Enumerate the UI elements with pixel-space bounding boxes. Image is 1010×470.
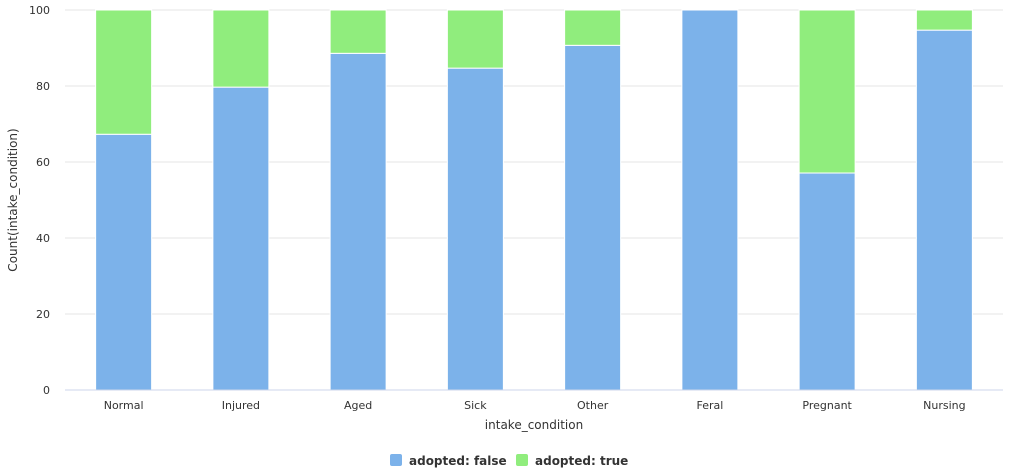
x-tick-label: Injured: [222, 399, 260, 412]
legend-swatch: [516, 454, 528, 466]
bar-segment-adopted-true[interactable]: [95, 9, 153, 135]
x-tick-label: Feral: [696, 399, 723, 412]
bar-segment-adopted-true[interactable]: [564, 9, 622, 46]
y-tick-label: 100: [29, 4, 50, 17]
bars: [95, 9, 973, 391]
y-tick-label: 80: [36, 80, 50, 93]
x-tick-label: Aged: [344, 399, 372, 412]
y-axis-title: Count(intake_condition): [6, 128, 20, 271]
bar-segment-adopted-true[interactable]: [329, 9, 387, 54]
legend-swatch: [390, 454, 402, 466]
gridlines: [65, 9, 1003, 315]
y-tick-label: 20: [36, 308, 50, 321]
bar-segment-adopted-false[interactable]: [95, 133, 153, 391]
x-tick-label: Other: [577, 399, 609, 412]
bar-segment-adopted-false[interactable]: [915, 29, 973, 391]
x-axis-title: intake_condition: [485, 418, 583, 432]
bar-segment-adopted-true[interactable]: [446, 9, 504, 69]
legend-item-adopted-true[interactable]: adopted: true: [516, 454, 628, 468]
legend-label: adopted: true: [535, 454, 628, 468]
bar-segment-adopted-true[interactable]: [798, 9, 856, 174]
y-tick-label: 40: [36, 232, 50, 245]
y-tick-label: 60: [36, 156, 50, 169]
bar-segment-adopted-false[interactable]: [329, 52, 387, 391]
bar-segment-adopted-false[interactable]: [681, 9, 739, 391]
legend-label: adopted: false: [409, 454, 507, 468]
bar-segment-adopted-false[interactable]: [798, 172, 856, 391]
bar-segment-adopted-false[interactable]: [212, 86, 270, 391]
y-axis-ticks: 0 20 40 60 80 100: [29, 4, 50, 397]
bar-segment-adopted-true[interactable]: [915, 9, 973, 31]
x-axis-ticks: Normal Injured Aged Sick Other Feral Pregnant N…: [104, 399, 966, 412]
x-tick-label: Normal: [104, 399, 144, 412]
legend-item-adopted-false[interactable]: adopted: false: [390, 454, 507, 468]
bar-segment-adopted-false[interactable]: [564, 44, 622, 391]
legend: adopted: false adopted: true: [390, 454, 628, 468]
x-tick-label: Nursing: [923, 399, 965, 412]
x-tick-label: Sick: [464, 399, 487, 412]
bar-segment-adopted-false[interactable]: [446, 67, 504, 391]
bar-segment-adopted-true[interactable]: [212, 9, 270, 88]
y-tick-label: 0: [43, 384, 50, 397]
x-tick-label: Pregnant: [802, 399, 852, 412]
